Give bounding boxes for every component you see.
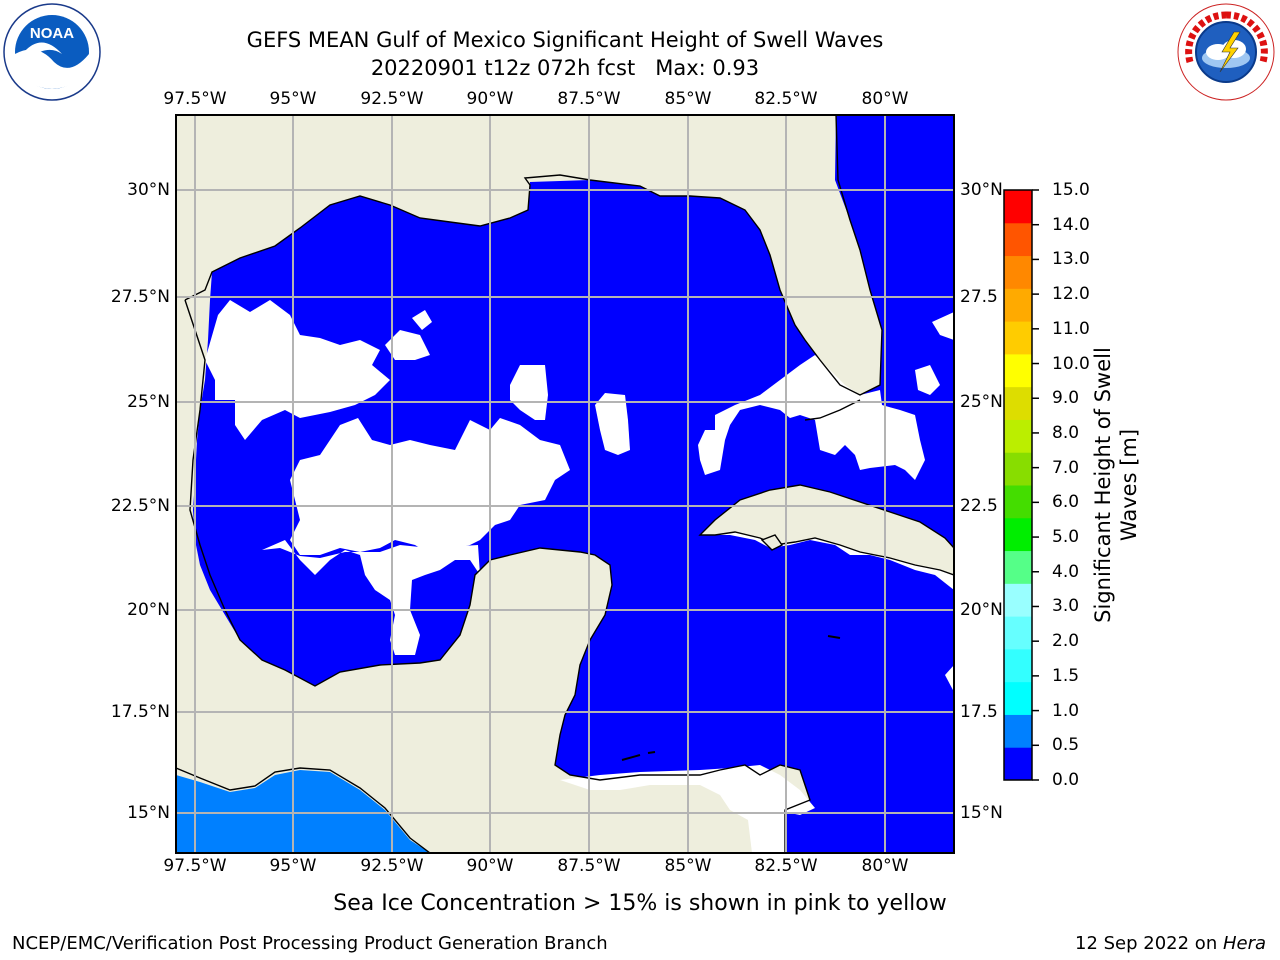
colorbar-label: Significant Height of Swell Waves [m] xyxy=(1091,347,1141,623)
lon-tick-label-bottom: 97.5°W xyxy=(163,856,227,876)
colorbar-swatch xyxy=(1004,222,1032,257)
gulf-swell-field xyxy=(193,115,954,853)
footer-branch: NCEP/EMC/Verification Post Processing Pr… xyxy=(12,933,608,954)
lon-tick-label-top: 87.5°W xyxy=(557,89,621,109)
caption: Sea Ice Concentration > 15% is shown in … xyxy=(333,891,947,916)
colorbar-tick-label: 0.0 xyxy=(1052,770,1080,790)
colorbar-swatch xyxy=(1004,190,1032,224)
lon-tick-label-top: 95°W xyxy=(269,89,317,109)
colorbar-tick-label: 5.0 xyxy=(1052,527,1080,548)
noaa-logo-text: NOAA xyxy=(30,25,74,42)
lon-tick-label-bottom: 95°W xyxy=(269,856,317,876)
lon-tick-label-bottom: 90°W xyxy=(466,856,514,876)
colorbar-swatch xyxy=(1004,288,1032,322)
colorbar-swatch xyxy=(1004,550,1032,584)
colorbar-tick-label: 0.5 xyxy=(1052,735,1080,756)
lat-tick-label-left: 22.5°N xyxy=(110,496,170,516)
chart-title: GEFS MEAN Gulf of Mexico Significant Hei… xyxy=(246,28,884,52)
colorbar-swatch xyxy=(1004,485,1032,519)
colorbar-swatch xyxy=(1004,714,1032,748)
colorbar-swatch xyxy=(1004,255,1032,289)
lat-tick-label-right: 25°N xyxy=(960,392,1003,412)
white-patches xyxy=(205,300,954,853)
colorbar xyxy=(1003,189,1039,781)
lon-tick-label-top: 82.5°W xyxy=(754,89,818,109)
colorbar-swatch xyxy=(1004,386,1032,420)
colorbar-swatch xyxy=(1004,747,1032,781)
grand-cayman xyxy=(827,635,841,639)
chart-subtitle: 20220901 t12z 072h fcst Max: 0.93 xyxy=(370,56,760,80)
lat-tick-label-right: 30°N xyxy=(960,180,1003,200)
colorbar-swatch xyxy=(1004,648,1032,683)
colorbar-swatch xyxy=(1004,353,1032,388)
nws-logo xyxy=(1176,2,1276,102)
colorbar-swatch xyxy=(1004,452,1032,486)
lat-tick-label-right: 20°N xyxy=(960,600,1003,620)
footer-host: Hera xyxy=(1222,933,1266,954)
colorbar-tick-label: 14.0 xyxy=(1052,214,1090,235)
lat-tick-label-right: 22.5 xyxy=(960,496,998,516)
lon-tick-label-top: 97.5°W xyxy=(163,89,227,109)
lat-tick-label-right: 17.5 xyxy=(960,702,998,722)
colorbar-tick-label: 12.0 xyxy=(1052,284,1090,305)
colorbar-swatch xyxy=(1004,616,1032,650)
map-frame xyxy=(175,114,955,854)
lon-tick-label-top: 85°W xyxy=(664,89,712,109)
colorbar-tick-label: 3.0 xyxy=(1052,596,1080,617)
colorbar-tick-label: 15.0 xyxy=(1052,180,1090,200)
jamaica-edge xyxy=(621,751,656,761)
lon-tick-label-bottom: 80°W xyxy=(861,856,909,876)
colorbar-tick-label: 4.0 xyxy=(1052,561,1080,582)
colorbar-swatch xyxy=(1004,419,1032,453)
gridlines xyxy=(176,115,954,853)
lon-tick-label-bottom: 82.5°W xyxy=(754,856,818,876)
colorbar-swatch xyxy=(1004,321,1032,355)
footer-date-text: 12 Sep 2022 on xyxy=(1075,933,1223,954)
colorbar-tick-label: 1.0 xyxy=(1052,700,1080,721)
colorbar-swatch xyxy=(1004,517,1032,552)
lon-tick-label-top: 80°W xyxy=(861,89,909,109)
colorbar-tick-label: 10.0 xyxy=(1052,353,1090,374)
isle-of-youth xyxy=(760,534,784,551)
pacific-swell-field xyxy=(176,770,430,853)
colorbar-tick-label: 9.0 xyxy=(1052,388,1080,409)
lon-tick-label-top: 92.5°W xyxy=(360,89,424,109)
lat-tick-label-left: 20°N xyxy=(127,600,170,620)
lon-tick-label-bottom: 85°W xyxy=(664,856,712,876)
footer-date: 12 Sep 2022 on Hera xyxy=(1075,933,1266,955)
colorbar-tick-label: 1.5 xyxy=(1052,665,1080,686)
colorbar-frame xyxy=(1003,189,1033,781)
lon-tick-label-bottom: 92.5°W xyxy=(360,856,424,876)
colorbar-tick-label: 6.0 xyxy=(1052,492,1080,513)
noaa-logo: NOAA xyxy=(2,2,102,102)
colorbar-tick-label: 2.0 xyxy=(1052,631,1080,652)
lon-tick-label-bottom: 87.5°W xyxy=(557,856,621,876)
lat-tick-label-left: 27.5°N xyxy=(110,287,170,307)
lat-tick-label-right: 15°N xyxy=(960,803,1003,823)
lat-tick-label-left: 30°N xyxy=(127,180,170,200)
lat-tick-label-right: 27.5 xyxy=(960,287,998,307)
colorbar-tick-label: 13.0 xyxy=(1052,249,1090,270)
lat-tick-label-left: 17.5°N xyxy=(110,702,170,722)
colorbar-tick-label: 8.0 xyxy=(1052,422,1080,443)
colorbar-swatch xyxy=(1004,583,1032,617)
colorbar-swatch xyxy=(1004,681,1032,715)
colorbar-tick-label: 7.0 xyxy=(1052,457,1080,478)
lat-tick-label-left: 15°N xyxy=(127,803,170,823)
colorbar-tick-label: 11.0 xyxy=(1052,318,1090,339)
lon-tick-label-top: 90°W xyxy=(466,89,514,109)
lat-tick-label-left: 25°N xyxy=(127,392,170,412)
